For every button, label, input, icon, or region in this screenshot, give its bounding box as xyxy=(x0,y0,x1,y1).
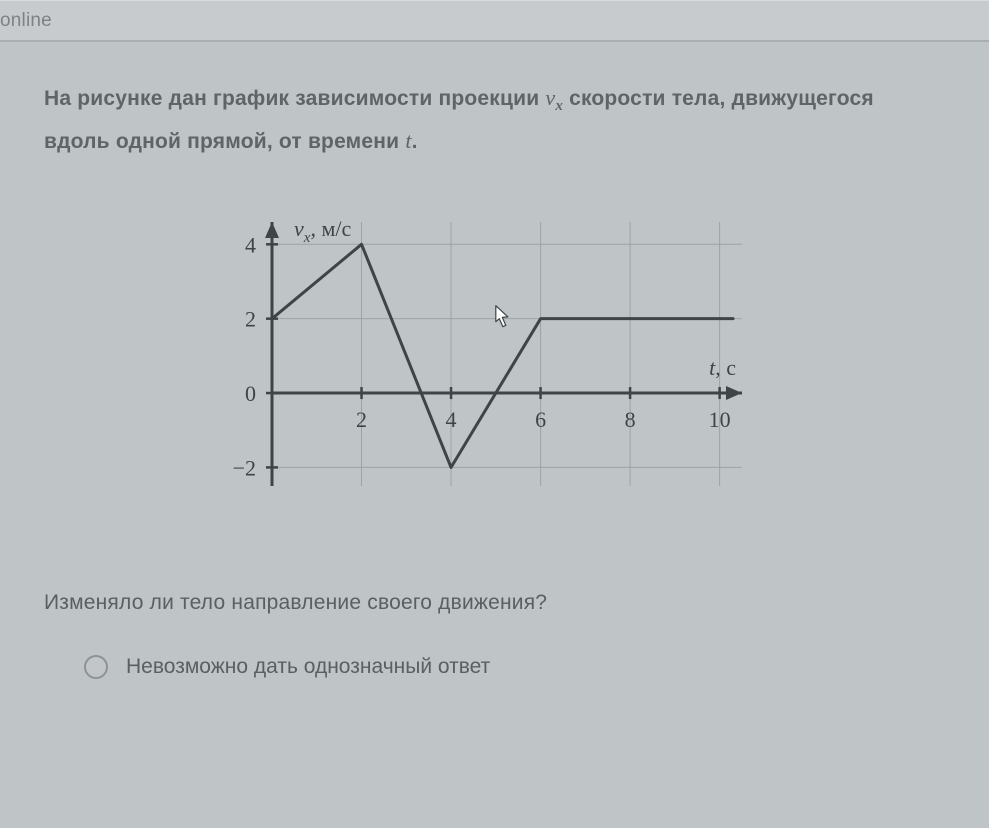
problem-statement: На рисунке дан график зависимости проекц… xyxy=(44,78,945,162)
question-text: Изменяло ли тело направление своего движ… xyxy=(44,591,945,615)
svg-text:vx, м/с: vx, м/с xyxy=(294,216,351,246)
problem-line1a: На рисунке дан график зависимости проекц… xyxy=(44,87,545,110)
var-v-sub: x xyxy=(555,98,563,114)
velocity-chart: 2 4 6 8 10 −2 0 2 4 vx, м/с t, c xyxy=(194,202,945,537)
var-v: v xyxy=(545,85,555,110)
topbar-label: online xyxy=(0,10,52,32)
svg-text:4: 4 xyxy=(245,232,256,257)
content: На рисунке дан график зависимости проекц… xyxy=(0,42,989,679)
radio-icon[interactable] xyxy=(84,655,108,679)
answer-option-1[interactable]: Невозможно дать однозначный ответ xyxy=(44,655,945,679)
svg-text:2: 2 xyxy=(245,306,256,331)
svg-text:−2: −2 xyxy=(233,455,256,480)
svg-text:0: 0 xyxy=(245,381,256,406)
problem-line1b: скорости тела, движущегося xyxy=(563,87,874,110)
topbar: online xyxy=(0,0,989,42)
answer-option-1-label: Невозможно дать однозначный ответ xyxy=(126,655,490,679)
problem-line2a: вдоль одной прямой, от времени xyxy=(44,130,405,153)
svg-text:t, c: t, c xyxy=(709,355,736,380)
chart-svg: 2 4 6 8 10 −2 0 2 4 vx, м/с t, c xyxy=(194,202,784,532)
svg-text:4: 4 xyxy=(446,407,457,432)
svg-text:6: 6 xyxy=(535,407,546,432)
problem-line2b: . xyxy=(412,130,418,153)
svg-text:10: 10 xyxy=(709,407,731,432)
svg-text:2: 2 xyxy=(356,407,367,432)
svg-text:8: 8 xyxy=(625,407,636,432)
